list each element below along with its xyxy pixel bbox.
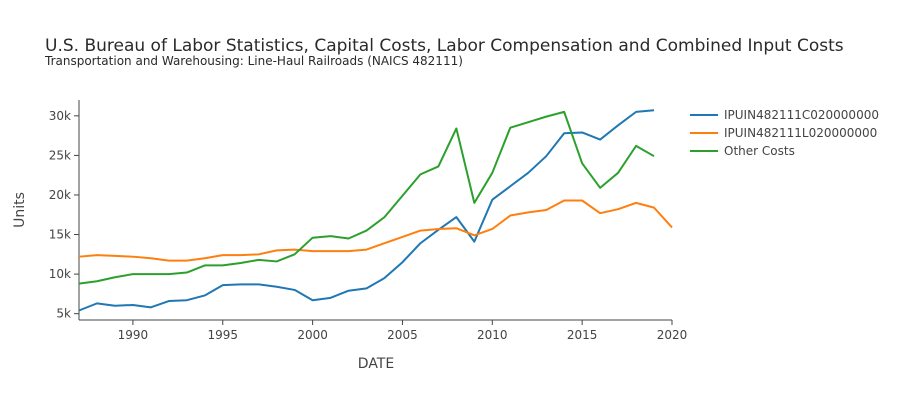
chart-title: U.S. Bureau of Labor Statistics, Capital…	[45, 36, 844, 56]
legend-item[interactable]: IPUIN482111L020000000	[690, 126, 877, 140]
x-tick-label: 2020	[657, 328, 688, 342]
legend-label: Other Costs	[724, 144, 795, 158]
x-tick-label: 2015	[567, 328, 598, 342]
legend-label: IPUIN482111L020000000	[724, 126, 877, 140]
series-line-3[interactable]	[78, 110, 655, 285]
y-tick-label: 30k	[49, 109, 71, 123]
plot-area	[78, 109, 673, 312]
legend-item[interactable]: Other Costs	[690, 144, 795, 158]
axes: 1990 1995 2000 2005 2010 2015 2020 5k 10k 15k 20k 2…	[49, 100, 687, 342]
legend-item[interactable]: IPUIN482111C020000000	[690, 108, 879, 122]
y-tick-label: 20k	[49, 188, 71, 202]
series-line-2[interactable]	[78, 199, 673, 262]
y-tick-label: 5k	[56, 307, 71, 321]
x-tick-label: 2010	[477, 328, 508, 342]
legend[interactable]: IPUIN482111C020000000 IPUIN482111L0200000…	[690, 108, 879, 158]
x-tick-label: 2000	[297, 328, 328, 342]
chart-subtitle: Transportation and Warehousing: Line-Hau…	[44, 54, 463, 68]
y-tick-label: 10k	[49, 267, 71, 281]
y-axis-title: Units	[12, 192, 28, 228]
series-line-1[interactable]	[78, 109, 655, 312]
y-tick-label: 25k	[49, 148, 71, 162]
x-tick-label: 1990	[118, 328, 149, 342]
legend-label: IPUIN482111C020000000	[724, 108, 879, 122]
y-tick-label: 15k	[49, 228, 71, 242]
x-tick-label: 2005	[387, 328, 418, 342]
x-tick-label: 1995	[207, 328, 238, 342]
x-axis-title: DATE	[358, 356, 394, 372]
